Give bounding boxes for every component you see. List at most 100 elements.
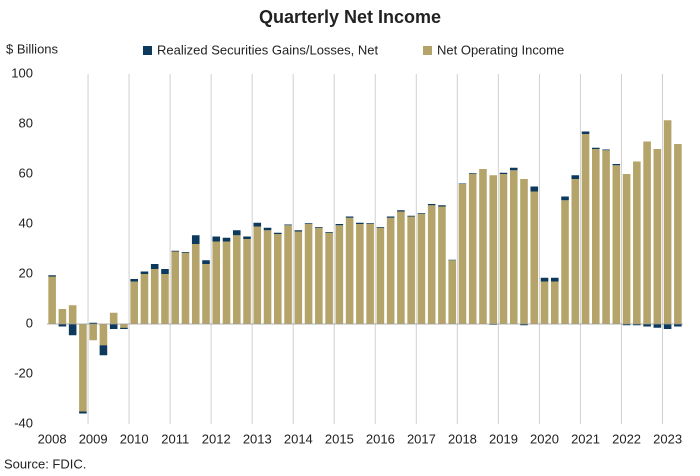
bar-segment <box>468 173 477 174</box>
bar-segment <box>79 411 87 414</box>
bar-segment <box>571 179 580 324</box>
bar-segment <box>550 277 559 282</box>
bar-segment <box>612 164 621 166</box>
bar-segment <box>479 169 487 324</box>
x-tick-label: 2018 <box>448 431 477 446</box>
bar-segment <box>120 324 128 328</box>
bar-segment <box>253 222 262 227</box>
bar-segment <box>99 345 108 356</box>
bar-segment <box>550 281 559 324</box>
x-tick-label: 2015 <box>325 431 354 446</box>
bar-segment <box>427 204 436 206</box>
bar-segment <box>48 276 56 324</box>
bar-segment <box>540 277 549 282</box>
bar-segment <box>520 324 528 326</box>
bar-segment <box>232 235 241 324</box>
bar-segment <box>592 149 600 324</box>
bar-segment <box>109 324 118 329</box>
bar-segment <box>191 244 200 324</box>
bar-segment <box>602 150 610 324</box>
bar-segment <box>304 223 313 224</box>
bar-segment <box>622 324 631 326</box>
bar-segment <box>263 230 272 324</box>
bar-segment <box>520 179 528 324</box>
bar-segment <box>304 224 313 324</box>
bar-segment <box>68 324 77 336</box>
y-tick-label: 0 <box>26 315 33 330</box>
y-tick-label: -40 <box>14 415 33 430</box>
bar-segment <box>140 274 149 324</box>
bar-segment <box>171 250 180 252</box>
bar-segment <box>674 324 682 327</box>
bar-segment <box>79 324 87 412</box>
legend-swatch <box>143 46 152 55</box>
bar-segment <box>48 275 56 277</box>
x-tick-label: 2014 <box>284 431 313 446</box>
bar-segment <box>633 161 641 324</box>
bar-segment <box>509 167 518 171</box>
y-tick-label: 100 <box>11 65 33 80</box>
bar-segment <box>109 312 118 324</box>
x-tick-label: 2020 <box>530 431 559 446</box>
x-tick-label: 2011 <box>161 431 189 446</box>
bar-segment <box>315 227 323 324</box>
x-tick-label: 2008 <box>38 431 67 446</box>
bar-segment <box>345 217 354 324</box>
bar-segment <box>612 165 621 324</box>
bar-segment <box>345 216 354 218</box>
bar-segment <box>130 281 138 324</box>
bar-segment <box>602 149 610 151</box>
bar-segment <box>561 196 569 201</box>
y-tick-label: 20 <box>19 265 33 280</box>
bar-segment <box>120 327 128 329</box>
bar-segment <box>222 241 231 324</box>
bar-segment <box>284 224 292 226</box>
bar-segment <box>243 236 251 239</box>
bar-segment <box>191 235 200 244</box>
bar-segment <box>68 305 77 324</box>
bar-segment <box>274 232 282 234</box>
bar-segment <box>427 205 436 324</box>
bar-segment <box>643 324 651 327</box>
bar-segment <box>243 239 251 324</box>
bar-segment <box>397 210 405 212</box>
bar-segment <box>458 183 467 184</box>
bar-segment <box>417 213 426 214</box>
bar-segment <box>263 227 272 231</box>
bar-segment <box>499 174 508 324</box>
bar-segment <box>407 215 415 217</box>
bar-segment <box>530 191 539 324</box>
bar-segment <box>161 274 169 324</box>
bar-segment <box>171 251 180 324</box>
bar-segment <box>448 259 456 261</box>
bar-segment <box>438 205 446 207</box>
bar-segment <box>161 269 169 274</box>
bar-segment <box>150 264 159 269</box>
bar-segment <box>89 324 97 341</box>
bar-segment <box>202 260 210 264</box>
source: Source: FDIC. <box>4 456 86 471</box>
bar-segment <box>643 141 651 324</box>
bar-segment <box>222 237 231 242</box>
bar-segment <box>253 226 262 324</box>
bar-segment <box>663 324 672 329</box>
bar-segment <box>335 224 344 226</box>
bar-segment <box>540 281 549 324</box>
bar-segment <box>581 131 590 134</box>
bar-segment <box>99 324 108 346</box>
bar-segment <box>458 184 467 324</box>
x-tick-label: 2017 <box>407 431 436 446</box>
bar-segment <box>468 174 477 324</box>
bar-segment <box>663 120 672 324</box>
bar-segment <box>58 324 67 327</box>
x-tick-label: 2009 <box>79 431 108 446</box>
bar-segment <box>150 269 159 324</box>
bar-segment <box>653 149 662 324</box>
bar-segment <box>325 232 333 233</box>
bar-segment <box>407 216 415 324</box>
bar-segment <box>571 175 580 179</box>
bar-segment <box>202 264 210 324</box>
bar-segment <box>212 241 221 324</box>
y-tick-label: -20 <box>14 365 33 380</box>
bar-segment <box>356 224 364 324</box>
